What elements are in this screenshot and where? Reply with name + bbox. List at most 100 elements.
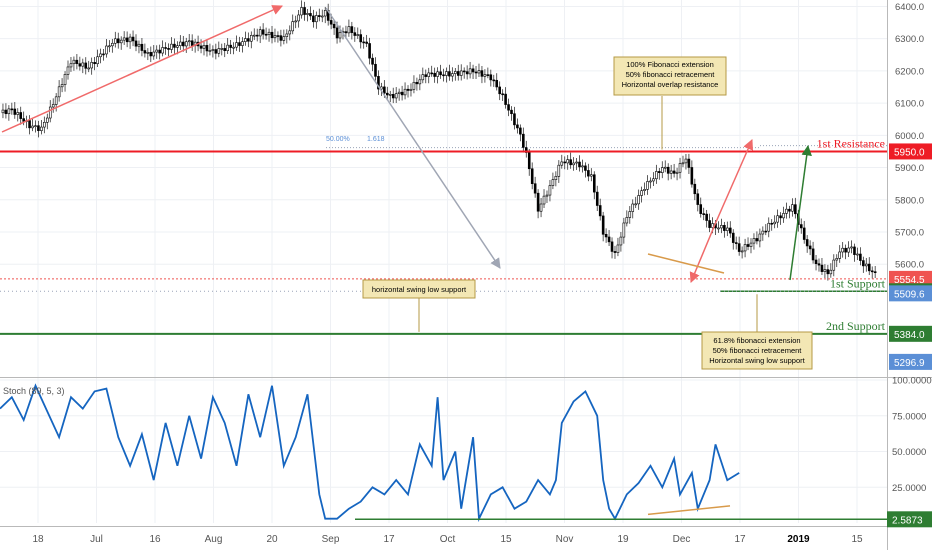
time-tick-label: 15 — [851, 534, 863, 545]
candle-body — [208, 50, 212, 52]
time-tick-label: Nov — [556, 534, 574, 545]
price-axis-labels: 6400.0 6300.0 6200.0 6100.0 6000.0 5900.0 5800… — [895, 2, 924, 271]
candle-body — [424, 74, 428, 77]
candle-body — [270, 31, 274, 39]
candle-body — [619, 236, 623, 246]
price-tick-label: 6000.0 — [895, 131, 924, 142]
candle-body — [847, 247, 850, 253]
candle-body — [397, 91, 401, 94]
candle-body — [865, 263, 868, 267]
price-tick-label: 6100.0 — [895, 99, 924, 110]
candle-body — [350, 26, 354, 33]
callout-resistance: 100% Fibonacci extension 50% fibonacci r… — [613, 56, 727, 96]
callout-swing-low-box — [362, 279, 476, 299]
candle-body — [690, 167, 694, 185]
candle-body — [111, 42, 114, 47]
candle-body — [179, 41, 182, 46]
callout-resistance-box — [613, 56, 727, 96]
stoch-divergence-line — [647, 505, 731, 516]
projection-arrow-down — [689, 221, 717, 283]
candle-body — [297, 14, 300, 22]
candle-body — [853, 246, 856, 255]
candle-body — [353, 32, 357, 36]
price-tag-label: 5950.0 — [894, 147, 925, 158]
candle-body — [114, 38, 117, 44]
candle-body — [829, 269, 833, 275]
candle-body — [255, 34, 259, 37]
candle-body — [465, 71, 469, 75]
candle-body — [161, 47, 164, 54]
candle-body — [572, 162, 575, 166]
candle-body — [40, 126, 43, 131]
candle-body — [527, 152, 531, 170]
candle-body — [244, 38, 247, 42]
candle-body — [660, 167, 664, 173]
candle-body — [554, 176, 558, 180]
candle-body — [622, 222, 626, 238]
candle-body — [820, 264, 824, 272]
candle-body — [374, 63, 377, 77]
candle-body — [167, 48, 170, 50]
candle-body — [862, 260, 865, 267]
candle-body — [329, 20, 333, 25]
time-tick-label: Oct — [440, 534, 456, 545]
candle-body — [362, 41, 365, 44]
candle-body — [116, 38, 120, 44]
candle-body — [108, 45, 111, 48]
candle-body — [119, 39, 123, 44]
candle-body — [510, 109, 513, 115]
candle-body — [72, 59, 76, 65]
candle-body — [856, 253, 859, 256]
candle-body — [288, 30, 292, 35]
candle-body — [495, 79, 499, 88]
candle-body — [22, 118, 25, 122]
candle-body — [306, 13, 309, 15]
candle-body — [235, 42, 238, 48]
downtrend-arrow — [325, 7, 501, 269]
candle-body — [726, 227, 729, 231]
stoch-line — [0, 383, 740, 523]
candle-body — [492, 79, 496, 82]
candle-body — [312, 15, 315, 23]
candle-body — [708, 220, 711, 228]
candle-body — [57, 86, 61, 98]
time-tick-label: Aug — [205, 534, 223, 545]
stoch-indicator-label: Stoch (89, 5, 3) — [3, 386, 65, 396]
candle-body — [122, 37, 126, 41]
candle-body — [870, 270, 874, 273]
candle-body — [1, 109, 5, 114]
candle-body — [309, 13, 312, 17]
candle-body — [279, 35, 283, 41]
candle-body — [69, 63, 73, 68]
candle-body — [867, 263, 871, 272]
price-tick-label: 6200.0 — [895, 66, 924, 77]
candle-body — [158, 49, 161, 54]
candle-body — [767, 222, 771, 232]
candle-body — [498, 86, 501, 95]
candle-body — [264, 33, 268, 36]
candle-body — [631, 203, 635, 212]
candle-body — [569, 159, 572, 166]
candle-body — [394, 93, 398, 99]
stoch-last-value-tag — [887, 511, 932, 528]
candle-body — [835, 258, 839, 261]
price-tag-box — [889, 285, 932, 302]
candle-body — [60, 84, 64, 88]
candle-body — [261, 29, 265, 35]
projection-arrow-up — [715, 139, 754, 223]
candle-body — [140, 43, 144, 51]
candle-body — [643, 189, 646, 191]
target-arrow — [789, 144, 812, 281]
candle-body — [131, 36, 135, 42]
candle-body — [173, 43, 176, 48]
candle-body — [66, 66, 70, 75]
candle-body — [548, 185, 552, 196]
candle-body — [415, 81, 419, 85]
candle-body — [315, 15, 318, 23]
candle-body — [105, 45, 108, 55]
time-tick-label: 15 — [500, 534, 512, 545]
candle-body — [743, 244, 747, 252]
candle-body — [436, 71, 439, 77]
candle-body — [672, 170, 676, 174]
